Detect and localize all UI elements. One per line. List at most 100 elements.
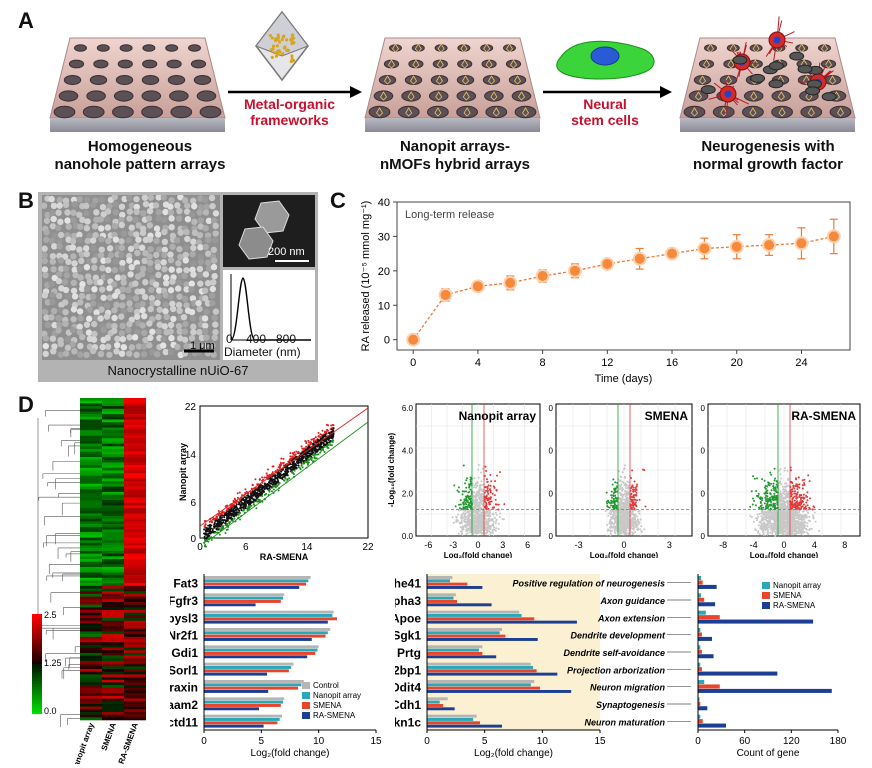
sem-particle (90, 336, 98, 343)
heatmap-cell (102, 545, 124, 549)
mof-particle (690, 107, 699, 117)
heatmap-cell (102, 596, 124, 600)
volcano-point (457, 486, 460, 489)
volcano-point (480, 492, 483, 495)
heatmap-cell (80, 478, 102, 482)
volcano-point (460, 517, 463, 520)
nanohole (408, 59, 424, 69)
scatter-point (312, 447, 315, 450)
sem-particle (210, 217, 218, 224)
heatmap-cell (80, 620, 102, 624)
nanohole (427, 105, 449, 119)
sem-particle (83, 285, 91, 293)
volcano-point (620, 476, 623, 479)
sem-particle (70, 216, 77, 224)
heatmap-cell (124, 561, 146, 565)
sem-particle (211, 237, 219, 244)
volcano-point (492, 485, 495, 488)
sem-particle (83, 196, 91, 204)
sem-particle (161, 251, 168, 259)
sem-particle (132, 280, 139, 287)
scatter-point (276, 472, 279, 475)
volcano-point (483, 498, 486, 501)
mof-particle (414, 43, 422, 53)
scatter-point (258, 478, 261, 481)
heatmap-cell (124, 451, 146, 455)
heatmap-cell (124, 518, 146, 522)
volcano-point (495, 518, 498, 521)
sem-particle (175, 215, 183, 222)
neuron-nucleus (773, 36, 781, 44)
heatmap-cell (102, 446, 124, 450)
volcano-point (463, 514, 466, 517)
scatter-point (268, 474, 271, 477)
scatter-point (280, 457, 283, 460)
sem-particle (70, 279, 78, 287)
sem-particle (181, 272, 188, 280)
sem-particle (69, 238, 77, 245)
scatter-point (302, 462, 305, 465)
volcano-point (480, 526, 483, 529)
heatmap-cell (80, 717, 102, 721)
sem-particle (119, 286, 126, 293)
scatter-point (256, 489, 259, 492)
sem-particle (106, 245, 114, 252)
mof-particle (706, 43, 715, 53)
heatmap-cell (102, 470, 124, 474)
mof-particle (463, 107, 471, 117)
sem-particle (107, 251, 115, 259)
scatter-point (265, 492, 268, 495)
nanohole (704, 44, 717, 52)
volcano-point (501, 518, 504, 521)
volcano-point (626, 487, 629, 490)
volcano-point (496, 474, 499, 477)
volcano-point (621, 531, 624, 534)
scatter-point (213, 521, 216, 524)
heatmap-cell (80, 642, 102, 646)
heatmap-cell (80, 714, 102, 718)
heatmap-cell (102, 572, 124, 576)
volcano-point (615, 509, 618, 512)
volcano-point (497, 522, 500, 525)
data-point (665, 246, 680, 261)
sem-particle (140, 265, 147, 273)
sem-particle (71, 201, 78, 208)
volcano-point (643, 528, 646, 531)
sem-particle (141, 257, 148, 265)
heatmap-cell (124, 542, 146, 546)
volcano-point (460, 526, 463, 529)
scatter-point (304, 440, 307, 443)
heatmap-cell (80, 486, 102, 490)
scatter-point (302, 449, 305, 452)
sem-particle (55, 327, 62, 334)
heatmap-cell (102, 454, 124, 458)
volcano-point (632, 528, 635, 531)
volcano-point (609, 523, 612, 526)
data-point (697, 241, 712, 256)
glia-cell (700, 85, 716, 95)
volcano-point (498, 516, 501, 519)
scatter-point (283, 475, 286, 478)
volcano-point (469, 526, 472, 529)
scatter-point (280, 470, 283, 473)
sem-particle (140, 351, 148, 358)
mof-particle (461, 59, 469, 69)
scatter-point (252, 493, 255, 496)
volcano-point (606, 523, 609, 526)
volcano-point (465, 515, 468, 518)
scatter-point (314, 439, 317, 442)
scatter-point (286, 465, 289, 468)
glia-cell (768, 61, 784, 71)
heatmap-cell (80, 416, 102, 420)
volcano-point (494, 511, 497, 514)
sem-particle (125, 237, 132, 244)
sem-particle (180, 313, 188, 321)
sem-particle (141, 312, 148, 320)
volcano-point (631, 484, 634, 487)
volcano-point (468, 514, 471, 517)
scatter-point (299, 460, 302, 463)
mof-dot (290, 54, 294, 58)
panel-label-c: C (330, 188, 346, 213)
scatter-point (301, 466, 304, 469)
sem-particle (111, 195, 118, 201)
